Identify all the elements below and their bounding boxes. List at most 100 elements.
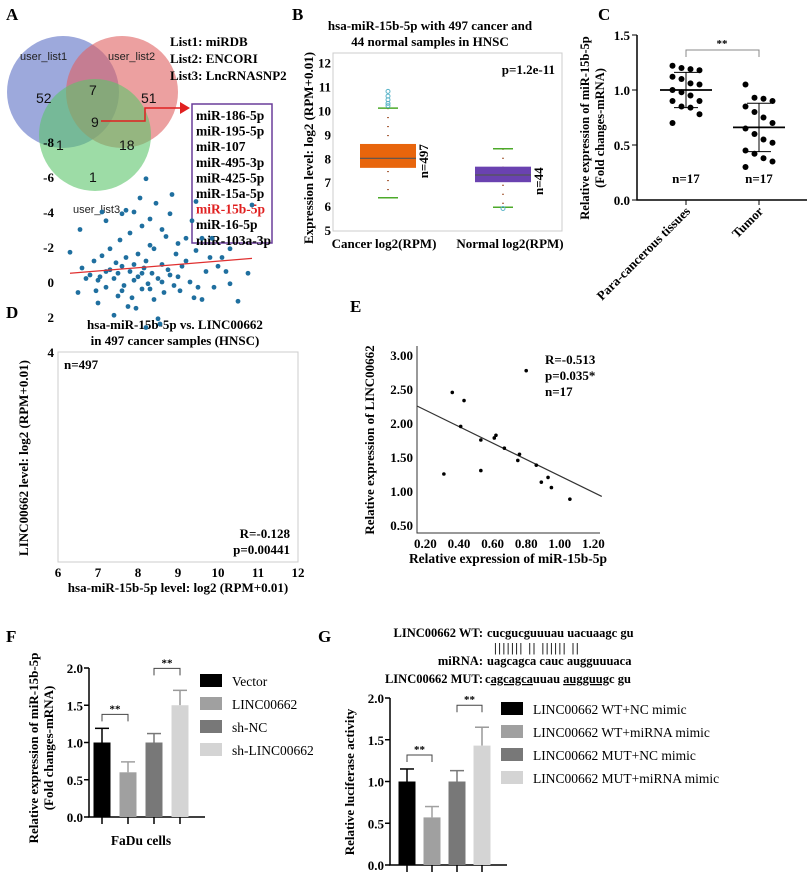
legend-label: LINC00662 MUT+NC mimic [533, 748, 696, 763]
data-point [169, 192, 175, 197]
data-point [131, 277, 137, 283]
data-point [157, 321, 163, 327]
data-point [760, 114, 767, 121]
venn-count: 52 [36, 90, 52, 106]
arrow-line [101, 107, 180, 122]
data-point [187, 279, 193, 285]
data-point [479, 438, 483, 442]
mut-sequence: cagcagcauuau augguugc gu [485, 672, 631, 686]
y-tick-label: 0.0 [614, 193, 630, 208]
x-tick-label: Cancer log2(RPM) [332, 236, 437, 251]
data-point [147, 242, 153, 248]
sample-count: n=44 [531, 167, 546, 195]
y-tick-label: 2.0 [67, 661, 83, 676]
data-point [75, 290, 81, 295]
p-value: p=0.00441 [233, 542, 290, 557]
data-point [125, 304, 131, 309]
data-point [769, 98, 776, 104]
data-point [235, 298, 241, 304]
mirna-list-item: miR-107 [196, 139, 246, 154]
y-tick-label: 1.0 [614, 83, 630, 98]
x-tick-label: Tumor [729, 203, 767, 241]
list-source-label: List1: miRDB [170, 34, 248, 49]
data-point [139, 223, 145, 229]
data-point [91, 258, 97, 264]
base-pairing: ||||||| || |||||| || [494, 641, 580, 655]
data-point [199, 235, 205, 241]
y-tick-label: 12 [318, 56, 331, 71]
data-point [769, 120, 776, 126]
data-point [131, 262, 137, 267]
sample-count: n=17 [745, 171, 773, 186]
bar [423, 817, 441, 865]
data-point [195, 284, 201, 290]
data-point [245, 270, 251, 276]
legend-swatch [200, 743, 222, 756]
legend-label: sh-NC [232, 720, 267, 735]
y-tick-label: 0.50 [390, 518, 413, 533]
data-point [696, 111, 703, 118]
y-axis-label: Relative luciferase activity [342, 708, 357, 855]
sample-count: n=497 [64, 357, 99, 372]
data-point [215, 263, 221, 269]
data-point [751, 109, 758, 115]
y-tick-label: 6 [325, 199, 332, 214]
data-point [211, 284, 217, 290]
y-tick-label: 0.5 [67, 773, 84, 788]
data-point [131, 209, 137, 215]
y-tick-label: 0 [48, 275, 55, 290]
axes [636, 35, 807, 201]
sequence-segment: uuau [533, 672, 563, 686]
data-point [442, 472, 446, 476]
legend-label: LINC00662 [232, 697, 297, 712]
data-point [147, 216, 153, 222]
outlier-point [385, 103, 391, 109]
data-point [145, 281, 151, 287]
y-tick-label: 1.00 [390, 484, 413, 499]
data-point [249, 202, 255, 208]
bar [145, 742, 163, 817]
y-tick-label: 9 [325, 127, 332, 142]
x-tick-label: 6 [55, 565, 62, 580]
data-point [135, 251, 141, 257]
y-tick-label: 1.5 [614, 28, 631, 43]
data-point [115, 270, 121, 276]
significance-marker: ** [464, 694, 476, 706]
legend-label: sh-LINC00662 [232, 743, 314, 758]
data-point [133, 305, 139, 311]
r-value: R=-0.513 [545, 352, 596, 367]
venn-count: 7 [89, 82, 97, 98]
data-point [67, 249, 73, 255]
data-point [151, 246, 157, 252]
venn-count: 1 [89, 169, 97, 185]
data-point [669, 98, 676, 104]
sequence-segment: c [485, 672, 491, 686]
wt-sequence: cucgucguuuau uacuaagc gu [487, 626, 634, 640]
data-point [103, 218, 109, 224]
data-point [462, 398, 466, 403]
y-tick-label: 2.00 [390, 416, 413, 431]
x-tick-label: 0.80 [515, 536, 538, 551]
panel-f-bar: 0.0 0.5 1.0 1.5 2.0 Vector LINC00662 sh-NC sh-LI… [26, 653, 314, 848]
y-tick-label: 7 [325, 175, 332, 190]
legend-swatch [501, 771, 523, 784]
data-point [742, 164, 749, 170]
data-point [203, 269, 209, 274]
data-point [227, 246, 233, 252]
y-tick-label: 4 [48, 345, 55, 360]
significance-bracket [101, 713, 129, 722]
data-point [149, 270, 155, 276]
outlier-point [385, 88, 391, 94]
venn-set-label: user_list2 [108, 51, 155, 63]
data-point [199, 297, 205, 302]
data-point [127, 269, 133, 274]
data-point [175, 241, 181, 246]
data-point [189, 218, 195, 224]
x-tick-label: Para-cancerous tissues [594, 204, 694, 304]
panel-label-b: B [292, 5, 303, 24]
data-point [669, 120, 676, 126]
legend-label: LINC00662 MUT+miRNA mimic [533, 771, 719, 786]
plot-frame [57, 351, 299, 563]
intersection-box [191, 103, 273, 244]
